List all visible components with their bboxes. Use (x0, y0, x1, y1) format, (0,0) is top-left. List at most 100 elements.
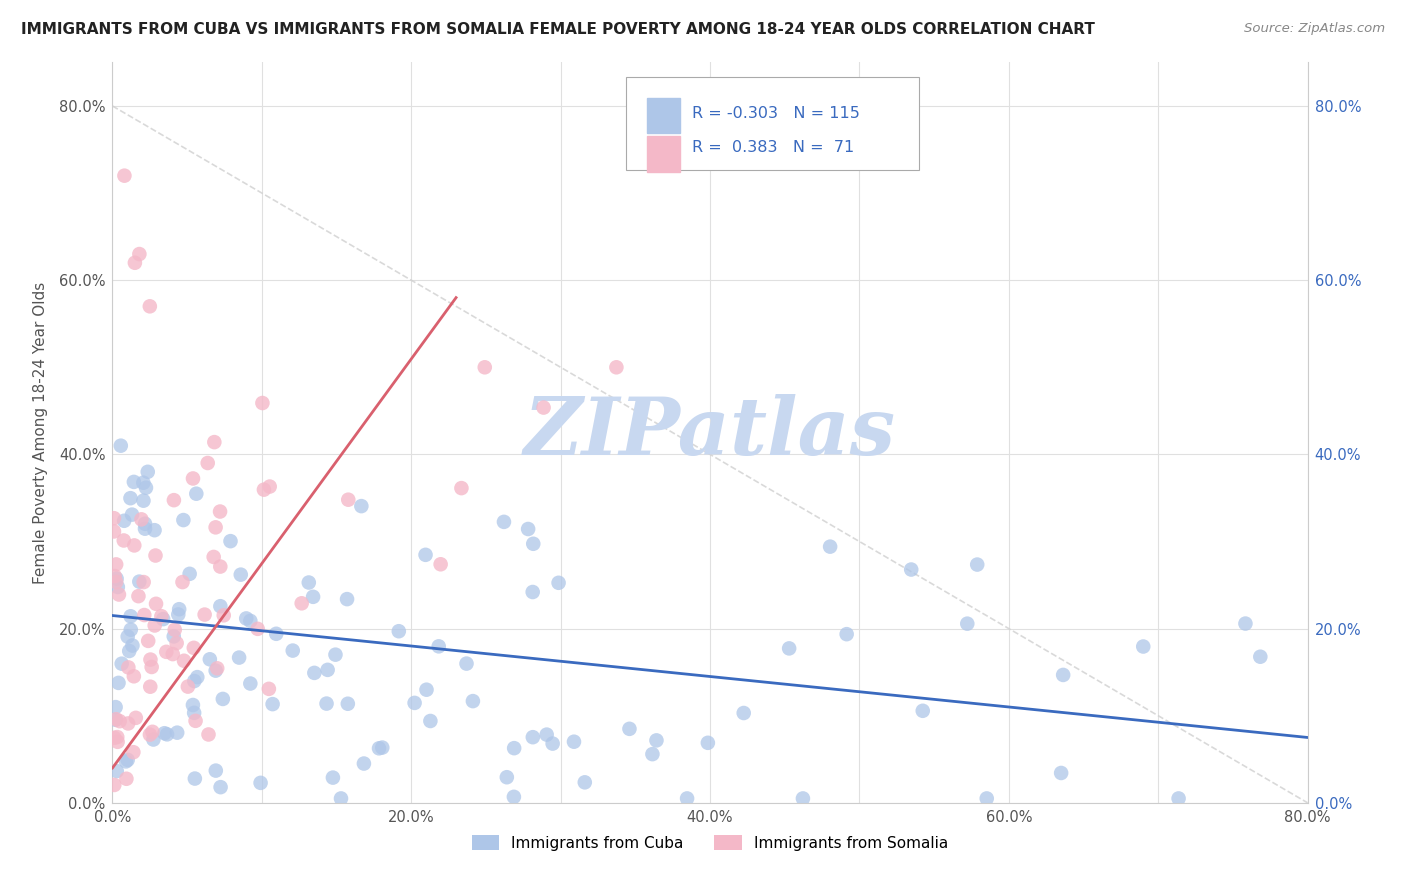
Immigrants from Cuba (911, 704, 934, 718)
Immigrants from Somalia (131, 512, 153, 526)
Immigrants from Cuba (835, 627, 858, 641)
Immigrants from Cuba (235, 611, 257, 625)
Immigrants from Somalia (162, 647, 184, 661)
Immigrants from Cuba (976, 791, 998, 805)
Immigrants from Cuba (117, 753, 139, 767)
Y-axis label: Female Poverty Among 18-24 Year Olds: Female Poverty Among 18-24 Year Olds (32, 282, 48, 583)
Immigrants from Cuba (1050, 766, 1073, 780)
Immigrants from Somalia (139, 728, 162, 742)
Immigrants from Somalia (202, 549, 225, 564)
Text: IMMIGRANTS FROM CUBA VS IMMIGRANTS FROM SOMALIA FEMALE POVERTY AMONG 18-24 YEAR : IMMIGRANTS FROM CUBA VS IMMIGRANTS FROM … (21, 22, 1095, 37)
Immigrants from Somalia (253, 483, 276, 497)
Immigrants from Somalia (205, 661, 228, 675)
Immigrants from Somalia (209, 559, 232, 574)
Immigrants from Cuba (371, 740, 394, 755)
Immigrants from Cuba (302, 590, 325, 604)
Immigrants from Cuba (183, 706, 205, 720)
Immigrants from Somalia (163, 493, 186, 508)
Immigrants from Cuba (120, 623, 142, 637)
Immigrants from Somalia (136, 633, 159, 648)
Immigrants from Cuba (142, 732, 165, 747)
Immigrants from Somalia (474, 360, 496, 375)
Immigrants from Cuba (298, 575, 321, 590)
Immigrants from Somalia (184, 714, 207, 728)
Immigrants from Cuba (229, 567, 252, 582)
Immigrants from Cuba (112, 514, 135, 528)
Immigrants from Somalia (125, 711, 148, 725)
Immigrants from Cuba (239, 676, 262, 690)
Immigrants from Somalia (212, 608, 235, 623)
Immigrants from Somalia (337, 492, 360, 507)
Immigrants from Somalia (134, 608, 156, 623)
Immigrants from Cuba (209, 780, 232, 794)
Immigrants from Somalia (132, 575, 155, 590)
Text: R =  0.383   N =  71: R = 0.383 N = 71 (692, 140, 855, 155)
Immigrants from Somalia (202, 435, 225, 450)
Immigrants from Cuba (956, 616, 979, 631)
Immigrants from Cuba (166, 725, 188, 739)
Immigrants from Cuba (134, 522, 156, 536)
Immigrants from Somalia (107, 735, 129, 749)
Immigrants from Cuba (353, 756, 375, 771)
Immigrants from Cuba (322, 771, 344, 785)
Immigrants from Cuba (419, 714, 441, 728)
Immigrants from Somalia (605, 360, 627, 375)
Immigrants from Cuba (330, 791, 353, 805)
Immigrants from Cuba (209, 599, 232, 614)
Immigrants from Cuba (645, 733, 668, 747)
Immigrants from Somalia (105, 712, 128, 726)
Immigrants from Cuba (388, 624, 411, 639)
Immigrants from Somalia (181, 471, 204, 485)
Immigrants from Somalia (139, 680, 162, 694)
Immigrants from Cuba (239, 614, 262, 628)
Immigrants from Cuba (415, 548, 437, 562)
Immigrants from Cuba (522, 537, 544, 551)
Immigrants from Cuba (204, 664, 226, 678)
Immigrants from Cuba (1249, 649, 1271, 664)
Immigrants from Cuba (117, 630, 139, 644)
Immigrants from Cuba (1167, 791, 1189, 805)
Immigrants from Cuba (132, 493, 155, 508)
Immigrants from Cuba (152, 612, 174, 626)
Immigrants from Cuba (122, 475, 145, 489)
Immigrants from Cuba (183, 673, 205, 688)
Text: R = -0.303   N = 115: R = -0.303 N = 115 (692, 106, 860, 120)
Text: Source: ZipAtlas.com: Source: ZipAtlas.com (1244, 22, 1385, 36)
Immigrants from Cuba (966, 558, 988, 572)
Immigrants from Cuba (495, 770, 517, 784)
Immigrants from Cuba (107, 580, 129, 594)
Immigrants from Cuba (204, 764, 226, 778)
Immigrants from Somalia (127, 589, 149, 603)
Immigrants from Cuba (304, 665, 326, 680)
Immigrants from Cuba (219, 534, 242, 549)
Immigrants from Somalia (166, 636, 188, 650)
Immigrants from Cuba (136, 465, 159, 479)
Immigrants from Somalia (143, 618, 166, 632)
Immigrants from Cuba (676, 791, 699, 805)
Immigrants from Cuba (105, 572, 128, 586)
Immigrants from Cuba (1234, 616, 1257, 631)
Immigrants from Somalia (105, 558, 128, 572)
Immigrants from Somalia (145, 597, 167, 611)
Immigrants from Cuba (120, 609, 142, 624)
Immigrants from Somalia (257, 681, 280, 696)
Immigrants from Somalia (163, 623, 186, 637)
Immigrants from Cuba (121, 639, 143, 653)
Immigrants from Cuba (121, 508, 143, 522)
Immigrants from Cuba (536, 728, 558, 742)
Immigrants from Somalia (150, 609, 173, 624)
Immigrants from Somalia (246, 622, 269, 636)
Immigrants from Cuba (172, 513, 194, 527)
Immigrants from Somalia (108, 714, 131, 729)
Immigrants from Cuba (228, 650, 250, 665)
Immigrants from Cuba (792, 791, 814, 805)
Immigrants from Cuba (181, 698, 204, 712)
Immigrants from Somalia (141, 724, 163, 739)
Immigrants from Somalia (197, 727, 219, 741)
Immigrants from Cuba (118, 644, 141, 658)
Immigrants from Somalia (115, 772, 138, 786)
Immigrants from Somalia (139, 299, 162, 313)
Immigrants from Cuba (110, 439, 132, 453)
Immigrants from Somalia (124, 256, 146, 270)
Immigrants from Cuba (733, 706, 755, 720)
